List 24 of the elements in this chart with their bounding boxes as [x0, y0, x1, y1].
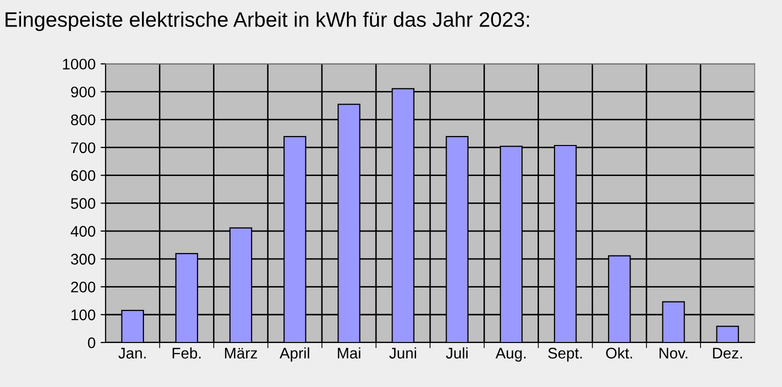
- y-tick-label: 200: [71, 282, 96, 292]
- x-tick-label: April: [280, 347, 310, 362]
- x-tick-label: Aug.: [496, 348, 526, 362]
- x-tick-label: Jan.: [118, 348, 146, 359]
- x-tick-label: Dez.: [713, 348, 742, 359]
- y-tick-label: 100: [72, 310, 96, 320]
- y-tick-label: 400: [70, 226, 96, 237]
- x-tick-label: Feb.: [172, 347, 201, 359]
- y-tick-label: 0: [88, 337, 96, 348]
- y-tick-label: 700: [71, 142, 96, 154]
- y-tick-label: 1000: [63, 58, 96, 70]
- x-tick-label: Sept.: [548, 348, 582, 362]
- x-tick-label: Juni: [389, 347, 416, 359]
- y-tick-label: 500: [70, 198, 96, 209]
- x-tick-label: Mai: [338, 347, 360, 359]
- x-tick-label: März: [225, 348, 258, 359]
- x-tick-label: Juli: [446, 347, 468, 359]
- y-tick-label: 300: [70, 254, 96, 265]
- y-tick-label: 600: [71, 170, 96, 181]
- y-tick-label: 900: [71, 86, 96, 98]
- y-tick-label: 800: [71, 114, 96, 126]
- chart-title: Eingespeiste elektrische Arbeit in kWh für das Jahr 2023:: [6, 12, 529, 32]
- x-tick-label: Okt.: [606, 347, 632, 359]
- x-tick-label: Nov.: [660, 348, 688, 359]
